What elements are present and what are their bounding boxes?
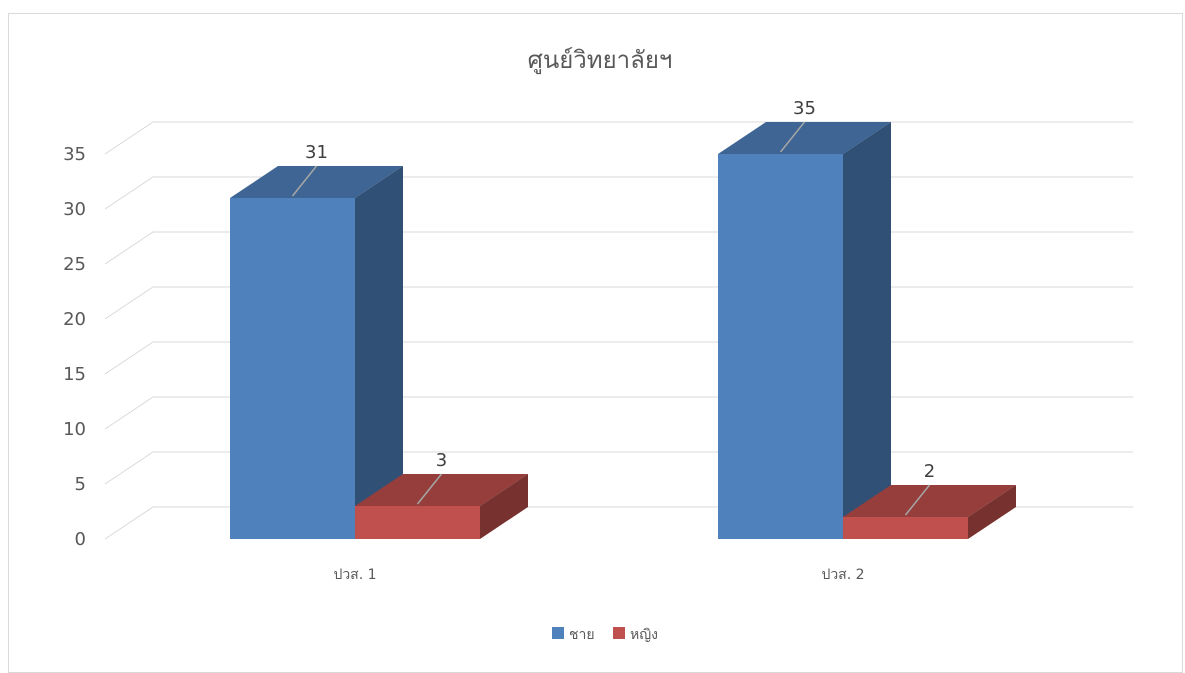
bar-top (843, 485, 1016, 517)
bar-หญิง-ปวส. 1 (355, 474, 528, 539)
y-tick-label: 25 (63, 254, 86, 275)
bar-front (843, 517, 968, 539)
bar-top (230, 166, 403, 198)
y-tick-label: 5 (75, 474, 86, 495)
gridline (104, 121, 1133, 155)
data-label-leader (904, 484, 931, 516)
bar-side (968, 485, 1016, 539)
bar-ชาย-ปวส. 1 (230, 166, 403, 539)
legend: ชาย หญิง (552, 627, 658, 643)
bar-side (843, 122, 891, 539)
bar-top (355, 474, 528, 506)
y-tick-label: 15 (63, 364, 86, 385)
x-axis-categories: ปวส. 1 ปวส. 2 (333, 567, 864, 583)
y-tick-label: 30 (63, 199, 86, 220)
bar-front (230, 198, 355, 539)
data-label: 31 (305, 142, 328, 163)
chart-frame (8, 13, 1183, 673)
bar-top (718, 122, 891, 154)
y-tick-label: 0 (75, 529, 86, 550)
y-tick-label: 20 (63, 309, 86, 330)
bar-side (355, 166, 403, 539)
data-label: 3 (436, 450, 447, 471)
legend-swatch (613, 627, 625, 639)
y-axis-ticks: 0 5 10 15 20 25 30 35 (63, 144, 86, 550)
data-label-leader (779, 121, 806, 153)
bar-front (355, 506, 480, 539)
legend-swatch (552, 627, 564, 639)
legend-entry-label: ชาย (569, 627, 595, 643)
legend-entry-label: หญิง (630, 627, 658, 643)
x-category-label: ปวส. 1 (333, 567, 376, 583)
bar-side (480, 474, 528, 539)
y-tick-label: 10 (63, 419, 86, 440)
chart-title: ศูนย์วิทยาลัยฯ (528, 46, 673, 75)
bars (230, 122, 1016, 539)
data-label-leader (416, 473, 443, 505)
bar-หญิง-ปวส. 2 (843, 485, 1016, 539)
data-label-leader (291, 165, 318, 197)
data-label: 35 (793, 98, 816, 119)
data-label: 2 (924, 461, 935, 482)
bar-front (718, 154, 843, 539)
x-category-label: ปวส. 2 (821, 567, 864, 583)
data-labels: 31 3 35 2 (291, 98, 935, 516)
bar-ชาย-ปวส. 2 (718, 122, 891, 539)
y-tick-label: 35 (63, 144, 86, 165)
